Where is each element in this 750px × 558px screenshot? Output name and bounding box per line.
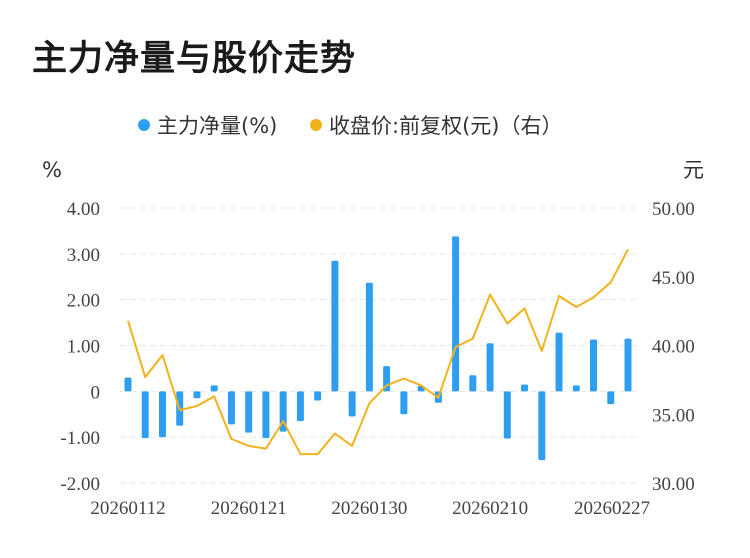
bar	[503, 391, 511, 439]
right-axis-ticks: 50.00 45.00 40.00 35.00 30.00	[652, 199, 695, 495]
x-tick-label: 20260112	[90, 498, 165, 519]
right-tick-label: 35.00	[652, 405, 695, 426]
bar	[314, 391, 322, 401]
x-tick-label: 20260121	[211, 498, 287, 519]
bar	[555, 332, 563, 392]
bar	[227, 391, 235, 425]
left-tick-label: 3.00	[67, 245, 100, 266]
bar	[590, 339, 598, 392]
right-tick-label: 30.00	[652, 474, 695, 495]
left-tick-label: 4.00	[67, 199, 100, 220]
bar	[469, 375, 477, 392]
legend-line-marker	[310, 119, 322, 131]
x-axis-ticks: 20260112 20260121 20260130 20260210 20260227	[90, 498, 650, 519]
bar	[158, 391, 166, 438]
x-tick-label: 20260227	[574, 498, 650, 519]
price-line	[127, 248, 629, 456]
legend[interactable]: 主力净量(%) 收盘价:前复权(元)（右）	[138, 114, 562, 138]
bar	[521, 384, 529, 392]
bar	[262, 391, 270, 439]
bar	[365, 282, 373, 392]
bar	[538, 391, 546, 461]
legend-bar-marker	[138, 119, 150, 131]
right-tick-label: 40.00	[652, 337, 695, 358]
grid-lines	[120, 207, 636, 484]
legend-bar-label: 主力净量(%)	[157, 114, 277, 138]
bar	[331, 260, 339, 392]
bar	[452, 236, 460, 392]
bar	[210, 385, 218, 392]
right-tick-label: 45.00	[652, 268, 695, 289]
left-tick-label: 2.00	[67, 291, 100, 312]
bar	[624, 338, 632, 392]
line-series	[127, 248, 629, 456]
right-axis-unit: 元	[683, 158, 704, 182]
bar	[348, 391, 356, 417]
left-axis-unit: %	[42, 158, 62, 182]
bar	[296, 391, 304, 422]
left-tick-label: 1.00	[67, 337, 100, 358]
left-axis-ticks: 4.00 3.00 2.00 1.00 0 -1.00 -2.00	[60, 199, 100, 495]
bar	[279, 391, 287, 432]
bar	[245, 391, 253, 433]
right-tick-label: 50.00	[652, 199, 695, 220]
x-tick-label: 20260210	[452, 498, 528, 519]
bar	[607, 391, 615, 405]
bar	[141, 391, 149, 439]
bar-series	[124, 236, 632, 461]
left-tick-label: -1.00	[60, 428, 100, 449]
bar	[193, 391, 201, 399]
legend-line-label: 收盘价:前复权(元)（右）	[329, 114, 562, 138]
bar	[486, 343, 494, 392]
chart-title: 主力净量与股价走势	[32, 39, 357, 79]
bar	[124, 377, 132, 392]
bar	[400, 391, 408, 415]
bar	[572, 385, 580, 392]
left-tick-label: -2.00	[60, 474, 100, 495]
x-tick-label: 20260130	[331, 498, 407, 519]
left-tick-label: 0	[91, 382, 101, 403]
